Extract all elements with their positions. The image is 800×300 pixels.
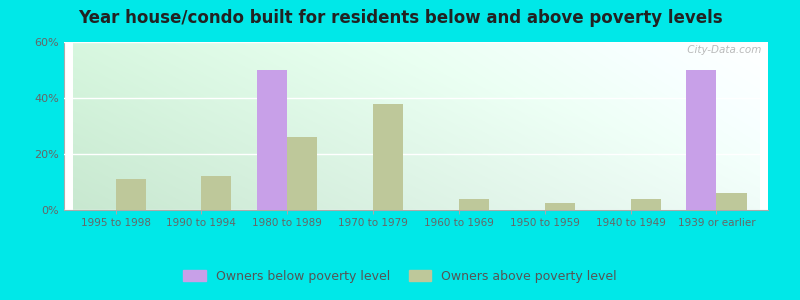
Bar xyxy=(717,193,746,210)
Bar xyxy=(287,137,318,210)
Text: Year house/condo built for residents below and above poverty levels: Year house/condo built for residents bel… xyxy=(78,9,722,27)
Bar xyxy=(115,179,146,210)
Bar xyxy=(545,203,575,210)
Bar xyxy=(459,199,489,210)
Text: City-Data.com: City-Data.com xyxy=(683,45,761,56)
Bar xyxy=(630,199,661,210)
Bar xyxy=(202,176,231,210)
Bar xyxy=(373,103,403,210)
Bar xyxy=(257,70,287,210)
Legend: Owners below poverty level, Owners above poverty level: Owners below poverty level, Owners above… xyxy=(178,265,622,288)
Bar xyxy=(686,70,717,210)
